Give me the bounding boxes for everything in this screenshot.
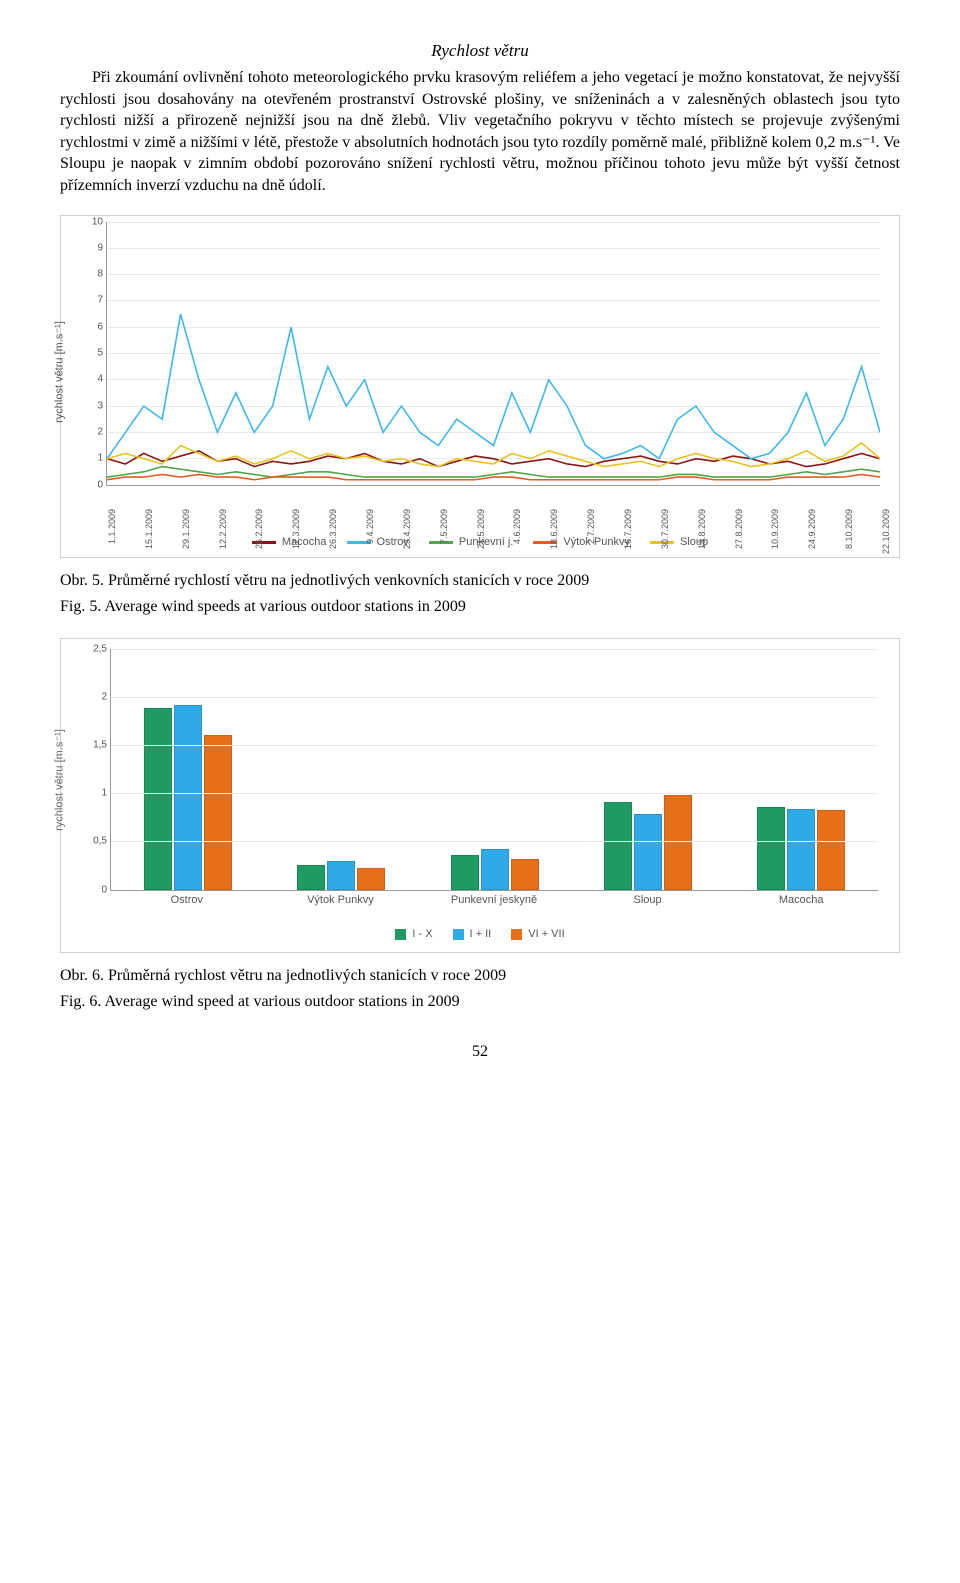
fig5-ytick: 2 xyxy=(87,425,103,439)
fig6-bar xyxy=(817,810,845,890)
fig5-xtick: 7.5.2009 xyxy=(438,509,450,544)
fig6-legend-item: I + II xyxy=(453,927,492,942)
fig6-bar xyxy=(757,807,785,890)
fig5-xtick-row: 1.1.200915.1.200929.1.200912.2.200926.2.… xyxy=(106,488,880,522)
fig6-container: rychlost větru [m.s⁻¹] 00,511,522,5 Ostr… xyxy=(60,638,900,954)
fig6-bar-group xyxy=(571,649,724,890)
fig5-legend-item: Ostrov xyxy=(347,535,409,550)
body-paragraph: Při zkoumání ovlivnění tohoto meteorolog… xyxy=(60,67,900,197)
fig5-xtick: 30.7.2009 xyxy=(659,509,671,549)
fig6-ytick: 2,5 xyxy=(85,642,107,656)
fig5-xtick: 9.4.2009 xyxy=(364,509,376,544)
fig5-line-chart: rychlost větru [m.s⁻¹] 012345678910 1.1.… xyxy=(80,222,880,522)
fig5-caption-cs: Obr. 5. Průměrné rychlostí větru na jedn… xyxy=(60,570,900,592)
fig6-bar-group xyxy=(111,649,264,890)
fig6-xlabel: Punkevní jeskyně xyxy=(417,893,571,913)
fig6-ytick: 0,5 xyxy=(85,835,107,849)
fig5-xtick: 4.6.2009 xyxy=(511,509,523,544)
fig5-xtick: 26.2.2009 xyxy=(253,509,265,549)
fig5-xtick: 12.2.2009 xyxy=(217,509,229,549)
legend-label: VI + VII xyxy=(528,927,564,942)
fig6-legend-item: I - X xyxy=(395,927,432,942)
fig5-xtick: 27.8.2009 xyxy=(733,509,745,549)
fig5-xtick: 10.9.2009 xyxy=(769,509,781,549)
fig5-xtick: 23.4.2009 xyxy=(401,509,413,549)
fig5-xtick: 16.7.2009 xyxy=(622,509,634,549)
fig5-xtick: 18.6.2009 xyxy=(548,509,560,549)
fig5-xtick: 1.1.2009 xyxy=(106,509,118,544)
legend-label: Macocha xyxy=(282,535,327,550)
fig6-bar xyxy=(144,708,172,889)
fig6-xlabel: Macocha xyxy=(724,893,878,913)
fig6-plot-area: 00,511,522,5 xyxy=(110,649,878,891)
fig5-container: rychlost větru [m.s⁻¹] 012345678910 1.1.… xyxy=(60,215,900,559)
fig6-legend: I - X I + II VI + VII xyxy=(67,919,893,947)
fig5-xtick: 13.8.2009 xyxy=(696,509,708,549)
legend-swatch xyxy=(511,929,522,940)
fig6-bar-group xyxy=(418,649,571,890)
fig6-xlabel: Sloup xyxy=(571,893,725,913)
fig6-bar xyxy=(174,705,202,890)
fig6-ytick: 0 xyxy=(85,883,107,897)
fig5-ytick: 5 xyxy=(87,346,103,360)
fig6-bar-group xyxy=(725,649,878,890)
fig6-bar xyxy=(787,809,815,890)
fig5-xtick: 29.1.2009 xyxy=(180,509,192,549)
fig5-ytick: 4 xyxy=(87,373,103,387)
fig5-xtick: 2.7.2009 xyxy=(585,509,597,544)
fig6-bar-groups xyxy=(111,649,878,890)
fig5-plot-area: 012345678910 xyxy=(106,222,880,486)
fig6-ylabel: rychlost větru [m.s⁻¹] xyxy=(53,729,68,831)
fig6-bar xyxy=(357,868,385,889)
page-number: 52 xyxy=(60,1041,900,1063)
fig5-xtick: 12.3.2009 xyxy=(290,509,302,549)
fig5-ytick: 10 xyxy=(87,215,103,229)
fig6-xlabel: Výtok Punkvy xyxy=(264,893,418,913)
fig5-xtick: 15.1.2009 xyxy=(143,509,155,549)
fig6-ytick: 1 xyxy=(85,786,107,800)
fig5-ytick: 8 xyxy=(87,267,103,281)
fig6-caption-en: Fig. 6. Average wind speed at various ou… xyxy=(60,991,900,1013)
fig5-caption-en: Fig. 5. Average wind speeds at various o… xyxy=(60,596,900,618)
fig5-xtick: 26.3.2009 xyxy=(327,509,339,549)
legend-label: I + II xyxy=(470,927,492,942)
fig6-caption-cs: Obr. 6. Průměrná rychlost větru na jedno… xyxy=(60,965,900,987)
legend-swatch xyxy=(395,929,406,940)
fig5-ylabel: rychlost větru [m.s⁻¹] xyxy=(53,321,68,423)
fig6-bar-group xyxy=(264,649,417,890)
fig6-bar xyxy=(511,859,539,890)
fig6-xlabel: Ostrov xyxy=(110,893,264,913)
fig6-bar xyxy=(327,861,355,890)
fig6-bar xyxy=(204,735,232,889)
fig5-ytick: 7 xyxy=(87,294,103,308)
fig5-xtick: 21.5.2009 xyxy=(475,509,487,549)
fig5-ytick: 3 xyxy=(87,399,103,413)
fig6-bar xyxy=(634,814,662,889)
fig6-bar xyxy=(297,865,325,890)
fig5-ytick: 0 xyxy=(87,478,103,492)
fig6-bar xyxy=(451,855,479,890)
fig6-legend-item: VI + VII xyxy=(511,927,564,942)
fig5-xtick: 22.10.2009 xyxy=(880,509,892,554)
fig5-ytick: 6 xyxy=(87,320,103,334)
fig5-ytick: 1 xyxy=(87,451,103,465)
legend-swatch xyxy=(453,929,464,940)
fig6-ytick: 1,5 xyxy=(85,738,107,752)
fig6-bar-chart: rychlost větru [m.s⁻¹] 00,511,522,5 Ostr… xyxy=(80,645,880,915)
fig5-xtick: 8.10.2009 xyxy=(843,509,855,549)
fig5-ytick: 9 xyxy=(87,241,103,255)
fig6-ytick: 2 xyxy=(85,690,107,704)
legend-label: I - X xyxy=(412,927,432,942)
fig6-bar xyxy=(481,849,509,889)
section-title: Rychlost větru xyxy=(60,40,900,63)
fig6-bar xyxy=(604,802,632,890)
fig5-xtick: 24.9.2009 xyxy=(806,509,818,549)
fig6-xlabel-row: OstrovVýtok PunkvyPunkevní jeskyněSloupM… xyxy=(110,893,878,913)
